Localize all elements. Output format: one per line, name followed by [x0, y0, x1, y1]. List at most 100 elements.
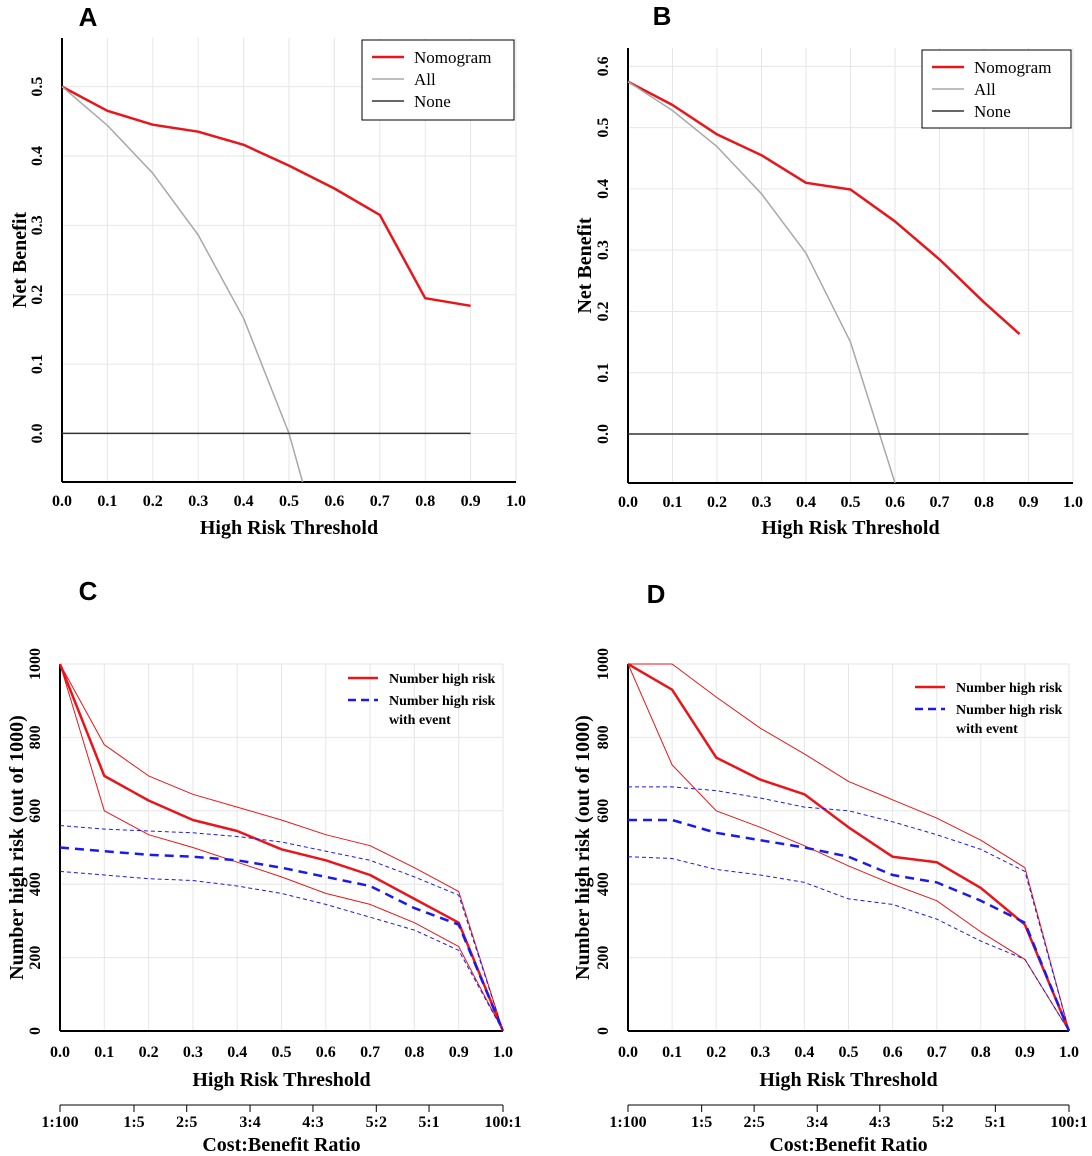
x-tick-label: 1.0	[493, 1044, 513, 1061]
y-tick-label: 0.5	[29, 77, 46, 97]
x-tick-label: 0.9	[1019, 494, 1039, 511]
x-tick-label: 0.3	[188, 493, 208, 510]
x-tick-label: 0.5	[279, 493, 299, 510]
x-tick-label: 0.2	[707, 494, 727, 511]
y-tick-label: 0	[27, 1027, 44, 1035]
x-tick-label: 0.7	[927, 1044, 947, 1061]
x-tick-label: 0.1	[663, 494, 683, 511]
series-line-nomogram	[627, 80, 1021, 336]
secondary-tick-label: 2:5	[743, 1114, 764, 1131]
y-tick-label: 400	[595, 872, 612, 896]
legend-label: Number high risk	[956, 703, 1063, 718]
panel-label-c: C	[79, 576, 98, 606]
series-line-number-high-risk-with-event	[628, 818, 1071, 1032]
series-line-number-high-risk-lower-ci	[627, 663, 1070, 1032]
y-axis-title: Net Benefit	[574, 217, 596, 313]
x-axis-title: High Risk Threshold	[192, 1069, 370, 1091]
y-tick-label: 0.5	[595, 118, 612, 138]
x-axis-title: High Risk Threshold	[200, 517, 378, 539]
y-tick-label: 0.1	[595, 363, 612, 383]
x-tick-label: 0.9	[461, 493, 481, 510]
x-tick-label: 0.0	[618, 1044, 638, 1061]
x-tick-label: 0.3	[183, 1044, 203, 1061]
secondary-tick-label: 3:4	[807, 1114, 828, 1131]
panel-a: A 0.0 0.1 0.2 0.3 0.4 0.5 0.6 0.7 0.8 0.9 1.0 0.0 0.1…	[9, 2, 526, 539]
y-tick-label: 0.3	[29, 215, 46, 235]
x-tick-label: 0.8	[971, 1044, 991, 1061]
x-tick-label: 0.7	[370, 493, 390, 510]
y-tick-label: 800	[595, 725, 612, 749]
secondary-tick-label: 4:3	[869, 1114, 890, 1131]
x-tick-label: 0.4	[227, 1044, 247, 1061]
secondary-tick-label: 2:5	[176, 1114, 197, 1131]
series-line-number-high-risk-upper-ci	[59, 663, 504, 1032]
x-tick-label: 0.1	[94, 1044, 114, 1061]
series-line-number-high-risk-with-event	[59, 846, 505, 1032]
x-tick-label: 0.4	[234, 493, 254, 510]
series-line-number-high-risk-lower-ci	[59, 663, 504, 1032]
panel-c: C 0.0 0.1 0.2 0.3 0.4 0.5 0.6 0.7 0.8 0.9 1.0 0 200 40…	[6, 576, 522, 1156]
y-tick-label: 0	[595, 1027, 612, 1035]
y-tick-label: 600	[595, 799, 612, 823]
x-tick-label: 0.0	[52, 493, 72, 510]
y-axis-title: Net Benefit	[9, 212, 31, 308]
x-tick-label: 1.0	[1063, 494, 1083, 511]
legend: Nomogram All None	[361, 39, 515, 121]
y-tick-label: 0.0	[29, 423, 46, 443]
x-tick-label: 0.1	[662, 1044, 682, 1061]
x-tick-label: 0.2	[706, 1044, 726, 1061]
secondary-tick-label: 1:100	[41, 1114, 78, 1131]
secondary-tick-label: 5:2	[932, 1114, 953, 1131]
secondary-tick-label: 5:1	[985, 1114, 1006, 1131]
x-tick-label: 0.4	[796, 494, 816, 511]
y-tick-label: 0.1	[29, 354, 46, 374]
x-axis-title: High Risk Threshold	[761, 517, 939, 539]
secondary-tick-label: 5:1	[418, 1114, 439, 1131]
secondary-axis-title: Cost:Benefit Ratio	[202, 1134, 360, 1156]
series-line-number-high-risk-with-event-upper-ci	[628, 786, 1070, 1032]
secondary-tick-label: 3:4	[239, 1114, 260, 1131]
series-lines	[627, 662, 1071, 1032]
y-tick-label: 0.4	[29, 146, 46, 166]
y-tick-label: 0.2	[29, 285, 46, 305]
y-tick-label: 0.4	[595, 179, 612, 199]
legend: Number high risk Number high risk with eve…	[915, 681, 1063, 737]
secondary-tick-label: 5:2	[366, 1114, 387, 1131]
panel-b: B 0.0 0.1 0.2 0.3 0.4 0.5 0.6 0.7 0.8 0.9 1.0 0.0 0.1…	[574, 1, 1083, 539]
x-tick-label: 0.6	[316, 1044, 336, 1061]
x-tick-label: 1.0	[506, 493, 526, 510]
legend-box	[361, 39, 515, 121]
series-line-nomogram	[61, 85, 471, 308]
x-tick-label: 0.5	[272, 1044, 292, 1061]
y-tick-label: 0.2	[595, 301, 612, 321]
series-lines	[58, 663, 505, 1032]
legend-label-line2: with event	[956, 722, 1018, 737]
y-axis-title: Number high risk (out of 1000)	[572, 715, 594, 980]
legend: Number high risk Number high risk with eve…	[348, 672, 496, 728]
secondary-tick-label: 4:3	[302, 1114, 323, 1131]
series-line-number-high-risk	[627, 662, 1071, 1032]
x-tick-label: 0.0	[618, 494, 638, 511]
x-tick-label: 0.8	[415, 493, 435, 510]
secondary-tick-label: 1:100	[609, 1114, 646, 1131]
x-tick-label: 0.7	[930, 494, 950, 511]
legend-label: Number high risk	[389, 672, 496, 687]
x-tick-label: 0.3	[752, 494, 772, 511]
legend-label: Nomogram	[974, 58, 1051, 77]
secondary-tick-label: 1:5	[123, 1114, 144, 1131]
legend-label: None	[414, 92, 451, 111]
secondary-axis-title: Cost:Benefit Ratio	[769, 1134, 927, 1156]
x-tick-label: 0.1	[97, 493, 117, 510]
panel-label-d: D	[647, 579, 666, 609]
grid-lines	[627, 663, 1070, 1032]
x-tick-label: 0.2	[143, 493, 163, 510]
x-tick-label: 0.8	[974, 494, 994, 511]
x-tick-label: 0.9	[1015, 1044, 1035, 1061]
x-tick-label: 0.5	[839, 1044, 859, 1061]
x-tick-label: 0.8	[404, 1044, 424, 1061]
panel-label-b: B	[653, 1, 672, 31]
x-tick-label: 0.4	[794, 1044, 814, 1061]
x-tick-label: 0.5	[841, 494, 861, 511]
legend-label-line2: with event	[389, 713, 451, 728]
legend-label: Number high risk	[956, 681, 1063, 696]
